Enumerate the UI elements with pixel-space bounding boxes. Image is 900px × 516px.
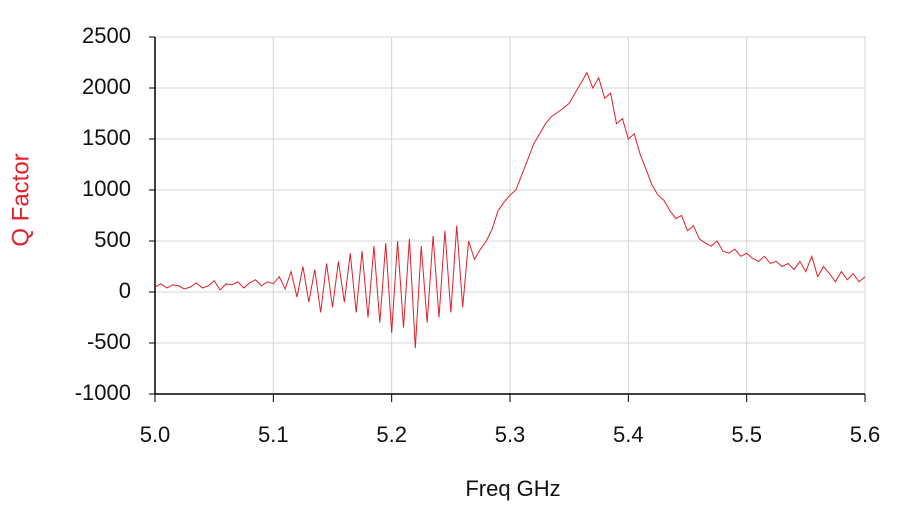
y-tick-label: -1000 — [75, 380, 131, 405]
x-tick-label: 5.2 — [376, 422, 407, 447]
x-tick-label: 5.6 — [850, 422, 881, 447]
x-tick-label: 5.3 — [495, 422, 526, 447]
y-tick-label: 500 — [94, 227, 131, 252]
y-axis-label: Q Factor — [7, 153, 34, 246]
x-axis-label: Freq GHz — [465, 476, 560, 501]
y-tick-label: 1500 — [82, 125, 131, 150]
y-tick-label: 0 — [119, 278, 131, 303]
y-tick-label: 2000 — [82, 74, 131, 99]
x-tick-label: 5.4 — [613, 422, 644, 447]
x-tick-label: 5.0 — [140, 422, 171, 447]
y-tick-label: -500 — [87, 329, 131, 354]
y-tick-label: 2500 — [82, 23, 131, 48]
x-tick-label: 5.5 — [731, 422, 762, 447]
y-tick-label: 1000 — [82, 176, 131, 201]
data-line — [154, 71, 866, 349]
x-tick-label: 5.1 — [258, 422, 289, 447]
